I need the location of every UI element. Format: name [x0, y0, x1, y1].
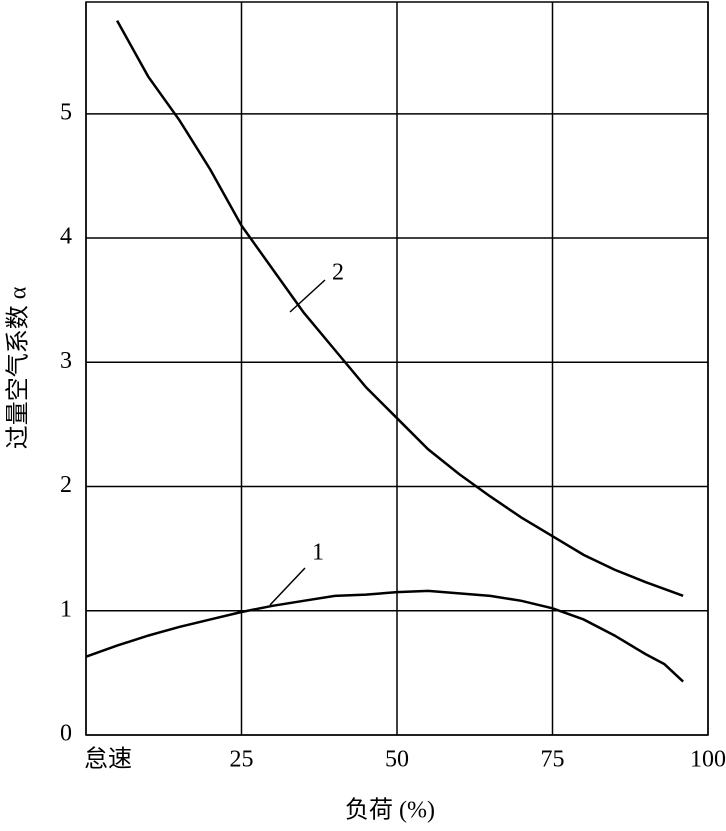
x-tick-label: 50	[385, 747, 409, 773]
series-line	[116, 20, 684, 598]
y-tick-label: 5	[60, 99, 72, 125]
y-tick-label: 0	[60, 721, 72, 747]
x-axis-label: 负荷 (%)	[345, 797, 435, 824]
y-tick-label: 3	[60, 348, 72, 374]
y-axis-label: 过量空气系数 α	[5, 286, 32, 449]
series-label: 1	[312, 540, 324, 566]
x-tick-label: 怠速	[84, 746, 132, 773]
leader-line	[289, 279, 326, 313]
y-tick-label: 2	[60, 472, 72, 498]
leader-line	[269, 567, 306, 606]
series-line	[85, 589, 684, 683]
x-tick-label: 75	[541, 747, 565, 773]
y-tick-label: 4	[60, 224, 72, 250]
series-label: 2	[332, 260, 344, 286]
y-tick-label: 1	[60, 596, 72, 622]
x-tick-label: 25	[230, 747, 254, 773]
x-tick-label: 100	[690, 747, 726, 773]
